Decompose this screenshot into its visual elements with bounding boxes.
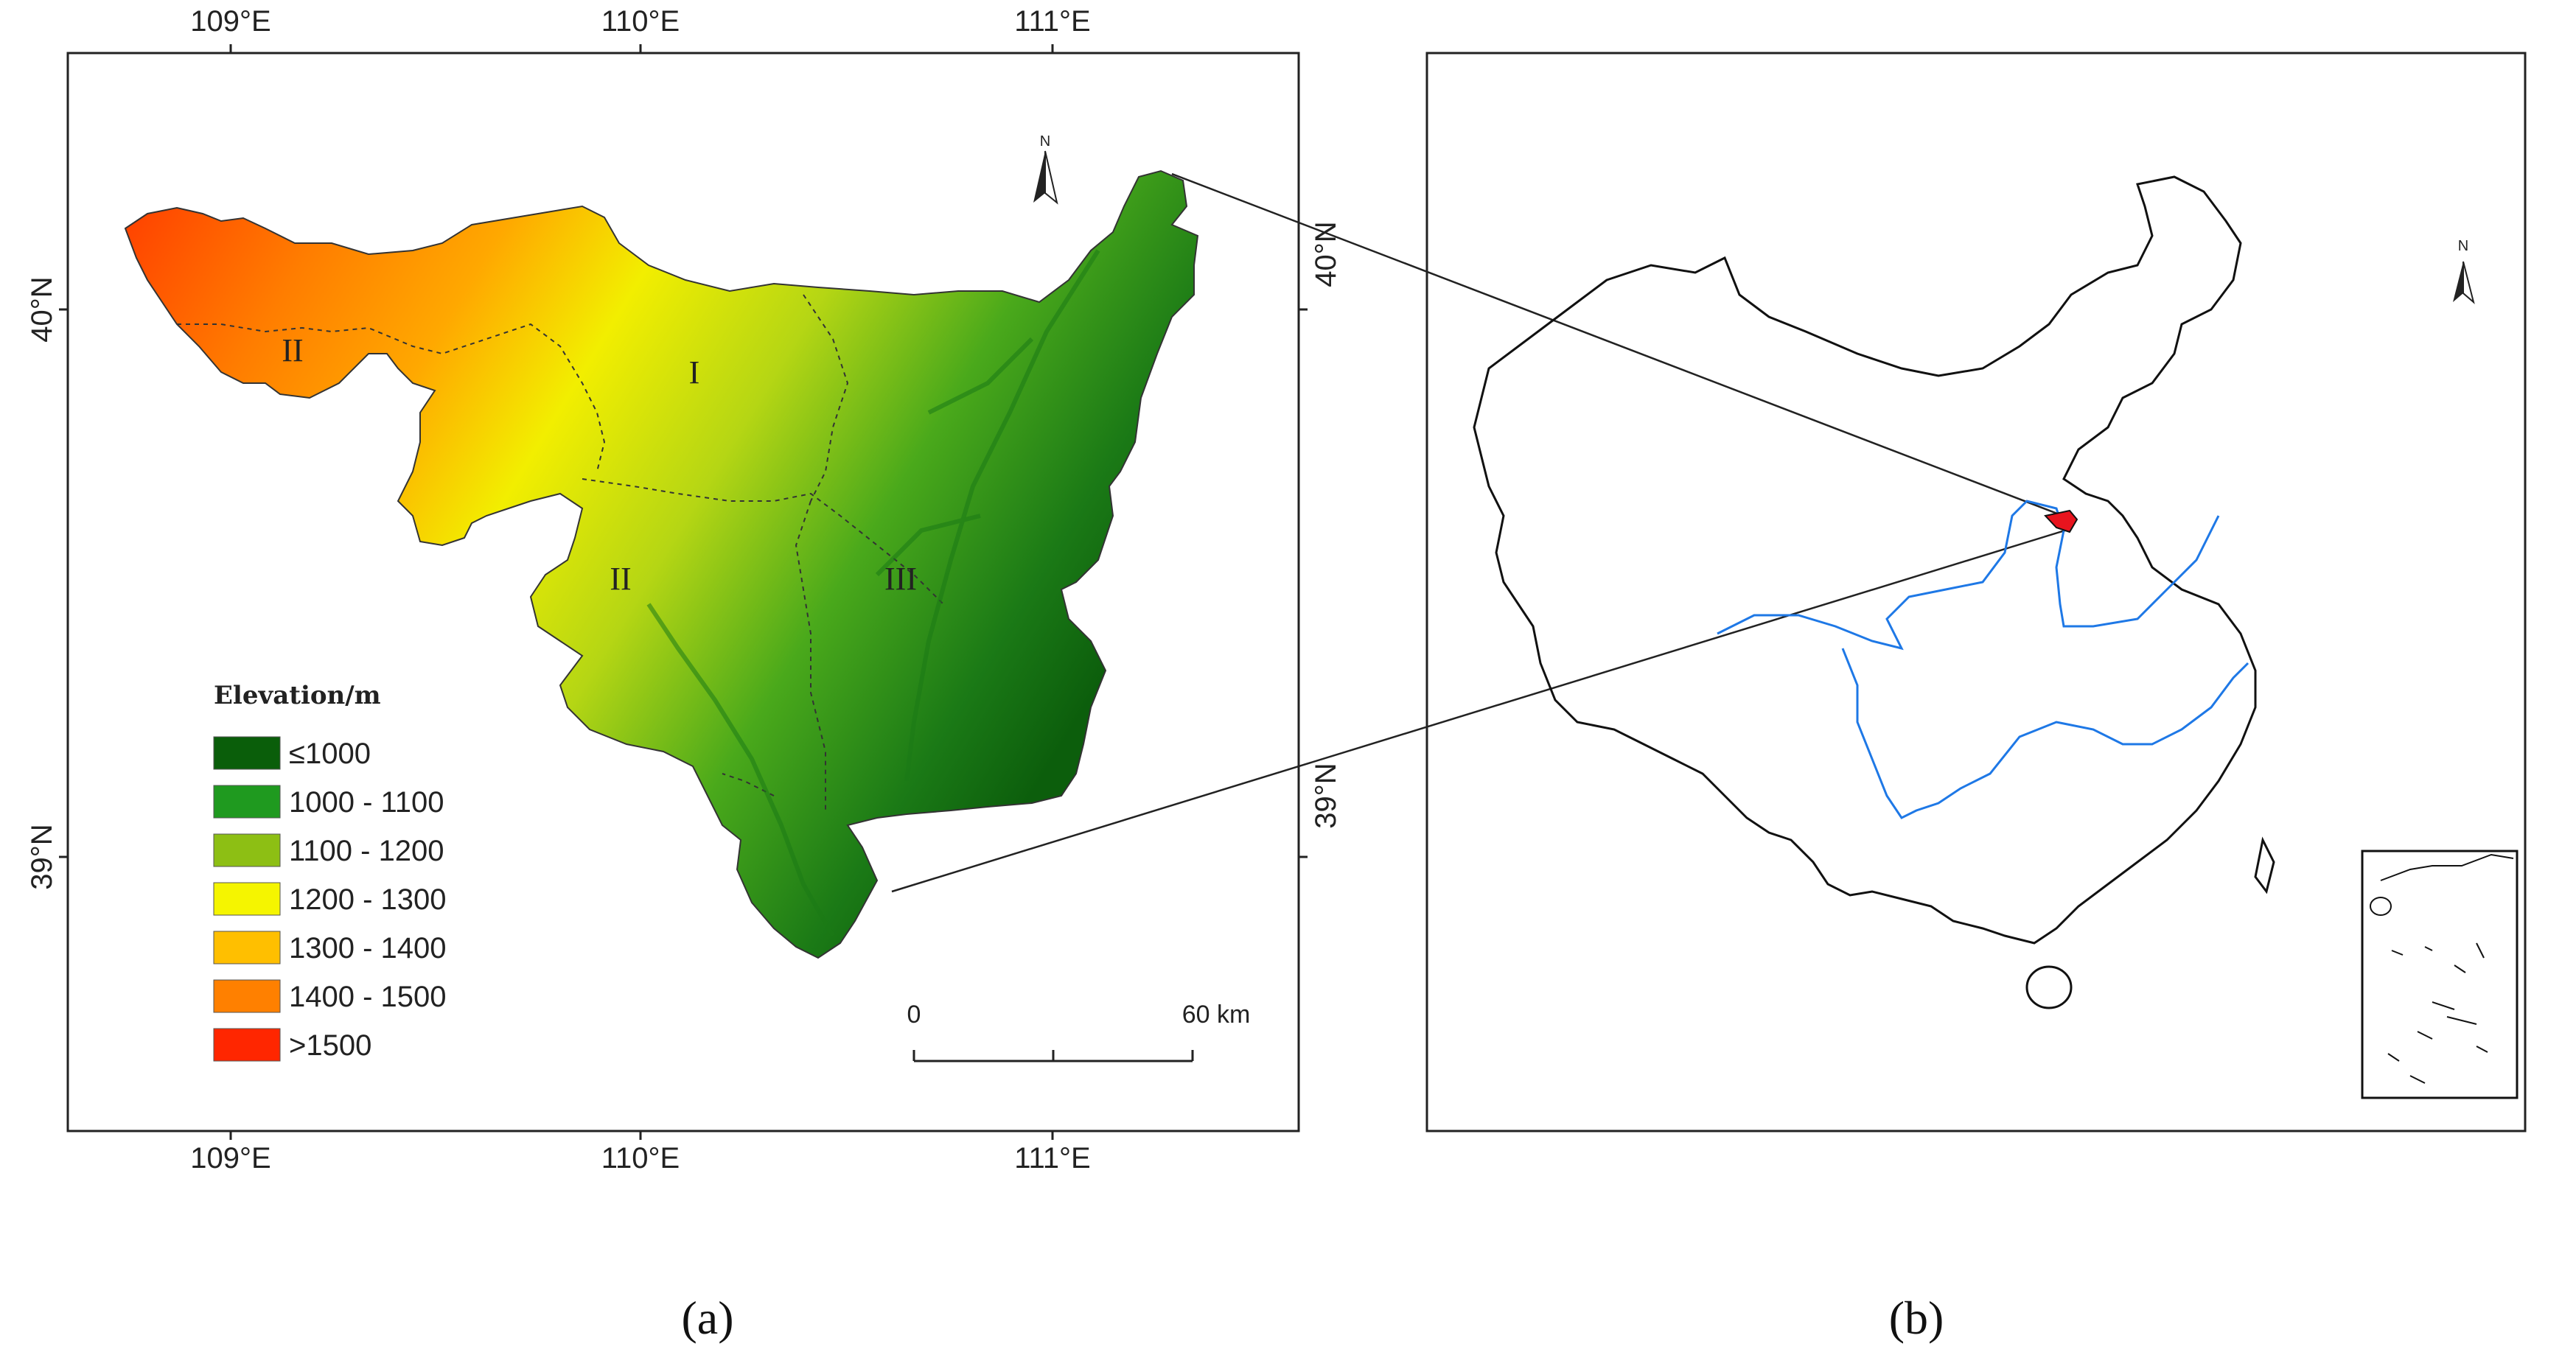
north-arrow-b: N [2453,238,2475,304]
top-tick-111: 111°E [1014,5,1090,38]
taiwan-island [2254,836,2275,894]
legend-swatch [213,833,281,867]
scale-end: 60 km [1182,1001,1251,1029]
legend-swatch [213,1028,281,1062]
panel-a: 109°E 110°E 111°E 109°E 110°E 111°E 40°N… [26,5,1342,1174]
left-tick-40n: 40°N [26,276,58,342]
china-outline [1473,175,2257,945]
elevation-legend: Elevation/m ≤1000 1000 - 1100 1100 - 1200 1… [213,681,447,1062]
right-tick-39n: 39°N [1310,763,1342,828]
legend-label: 1100 - 1200 [289,835,444,867]
legend-swatch [213,736,281,770]
bottom-tick-109: 109°E [190,1142,270,1174]
connector-lines [891,172,2073,893]
yellow-river [1717,500,2220,651]
legend-label: 1400 - 1500 [289,981,447,1013]
hainan-island [2025,965,2073,1009]
region-label-i: I [689,354,700,391]
study-area-marker [2044,509,2078,533]
legend-swatch [213,785,281,819]
panel-a-ticks [59,44,1308,1140]
legend-swatch [213,882,281,916]
north-arrow-a: N [1033,133,1058,205]
top-tick-110: 110°E [601,5,680,38]
legend-swatch [213,979,281,1013]
top-tick-109: 109°E [190,5,270,38]
legend-swatch [213,931,281,964]
caption-b: (b) [1889,1292,1944,1344]
right-tick-40n: 40°N [1310,221,1342,287]
scale-start: 0 [907,1001,921,1029]
legend-title: Elevation/m [214,681,381,710]
panel-b: N [1425,52,2527,1132]
legend-label: 1300 - 1400 [289,932,447,964]
bottom-tick-110: 110°E [601,1142,680,1174]
south-china-sea-inset [2361,850,2519,1099]
north-label-a: N [1040,133,1050,150]
elevation-map-region [124,169,1199,959]
left-tick-39n: 39°N [26,824,58,889]
region-label-ii-south: II [610,561,631,597]
scale-bar: 0 60 km [907,1001,1251,1062]
legend-label: 1200 - 1300 [289,883,447,916]
north-label-b: N [2458,238,2468,254]
region-label-iii: III [884,561,917,597]
legend-label: ≤1000 [289,738,371,770]
legend-label: 1000 - 1100 [289,786,444,819]
bottom-tick-111: 111°E [1014,1142,1090,1174]
legend-label: >1500 [289,1029,371,1062]
yangtze-river [1841,648,2249,819]
region-label-ii-west: II [282,332,303,368]
valley-network [646,249,1100,937]
panel-b-frame [1425,52,2527,1132]
caption-a: (a) [681,1292,733,1344]
